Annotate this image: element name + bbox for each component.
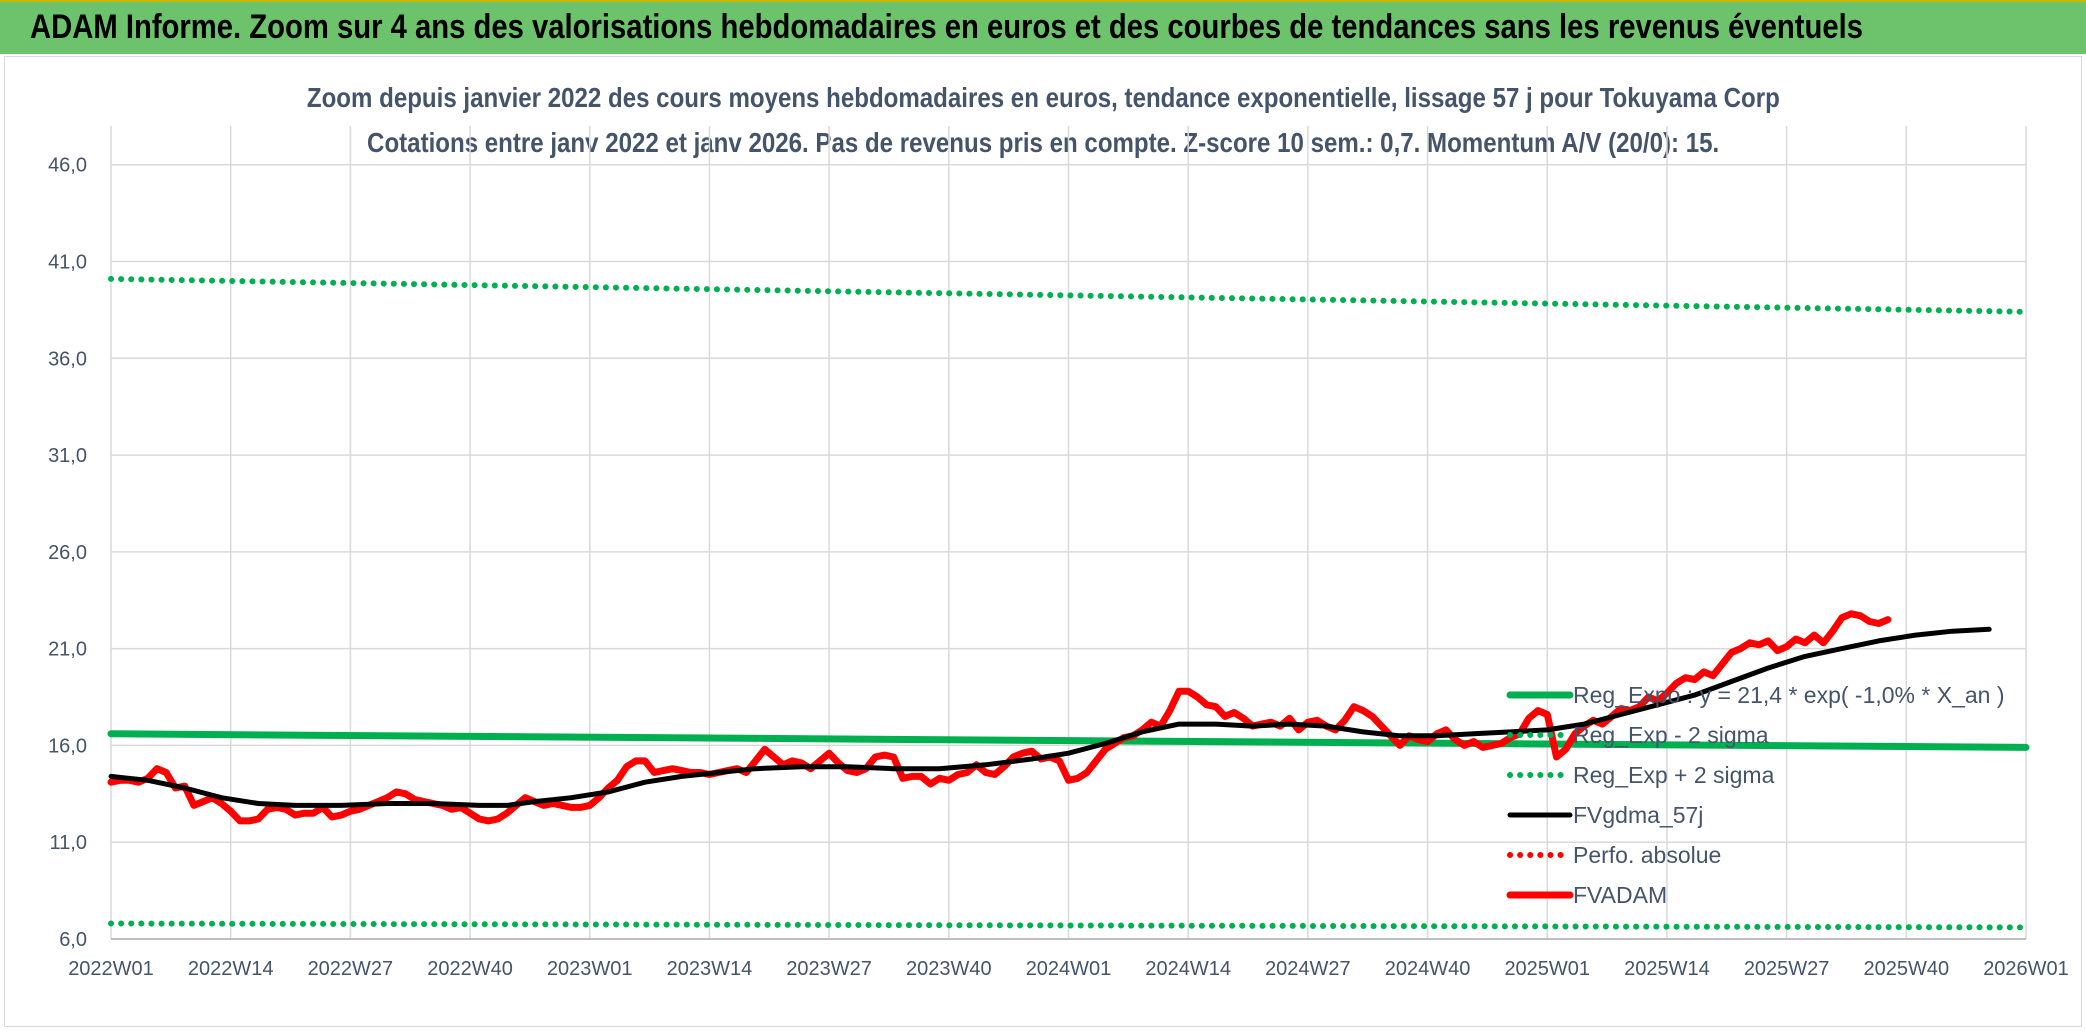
series-line-3 (108, 626, 1992, 808)
y-tick-label: 26,0 (48, 542, 87, 564)
x-tick-label: 2025W27 (1744, 958, 1830, 980)
series-line-5 (107, 610, 1892, 825)
y-tick-label: 6,0 (59, 929, 87, 951)
y-tick-label: 21,0 (48, 639, 87, 661)
chart-title: Zoom depuis janvier 2022 des cours moyen… (306, 82, 1780, 113)
chart-frame (4, 56, 2082, 1027)
series-line-1 (108, 920, 2029, 931)
legend-label-4: Perfo. absolue (1573, 842, 1721, 868)
x-tick-label: 2026W01 (1983, 958, 2069, 980)
x-tick-label: 2025W40 (1864, 958, 1950, 980)
legend-label-5: FVADAM (1573, 882, 1667, 908)
y-tick-label: 11,0 (50, 832, 87, 854)
report-title: ADAM Informe. Zoom sur 4 ans des valoris… (30, 8, 1863, 46)
report-banner: ADAM Informe. Zoom sur 4 ans des valoris… (0, 0, 2086, 54)
x-tick-label: 2024W40 (1385, 958, 1471, 980)
x-tick-label: 2023W01 (547, 958, 633, 980)
y-tick-label: 31,0 (48, 445, 87, 467)
x-tick-label: 2023W27 (786, 958, 872, 980)
x-tick-label: 2022W40 (427, 958, 513, 980)
gridlines (110, 126, 2027, 940)
x-tick-label: 2024W14 (1145, 958, 1231, 980)
x-tick-label: 2023W14 (667, 958, 753, 980)
x-tick-label: 2022W14 (188, 958, 274, 980)
x-tick-label: 2022W27 (308, 958, 394, 980)
series-line-2 (108, 275, 2029, 315)
series-lines (107, 275, 2030, 931)
x-tick-label: 2025W14 (1624, 958, 1710, 980)
series-line-0 (107, 730, 2030, 751)
y-tick-label: 36,0 (48, 348, 87, 370)
legend-label-3: FVgdma_57j (1573, 802, 1703, 828)
legend-label-2: Reg_Exp + 2 sigma (1573, 762, 1775, 788)
x-axis: 2022W01 2022W14 2022W27 2022W40 2023W01 2023W… (68, 958, 2069, 980)
x-tick-label: 2024W27 (1265, 958, 1351, 980)
legend-label-1: Reg_Exp - 2 sigma (1573, 722, 1769, 748)
legend: Reg_Expo : y = 21,4 * exp( -1,0% * X_an … (1506, 682, 2005, 908)
x-tick-label: 2023W40 (906, 958, 992, 980)
chart-subtitle: Cotations entre janv 2022 et janv 2026. … (366, 127, 1720, 158)
y-tick-label: 41,0 (48, 252, 87, 274)
y-axis: 6,0 11,0 16,0 21,0 26,0 31,0 36,0 41,0 46,0 (48, 155, 87, 951)
y-tick-label: 16,0 (48, 735, 87, 757)
y-tick-label: 46,0 (48, 155, 87, 177)
x-tick-label: 2024W01 (1026, 958, 1112, 980)
legend-label-0: Reg_Expo : y = 21,4 * exp( -1,0% * X_an … (1573, 682, 2005, 708)
x-tick-label: 2025W01 (1504, 958, 1590, 980)
x-tick-label: 2022W01 (68, 958, 154, 980)
